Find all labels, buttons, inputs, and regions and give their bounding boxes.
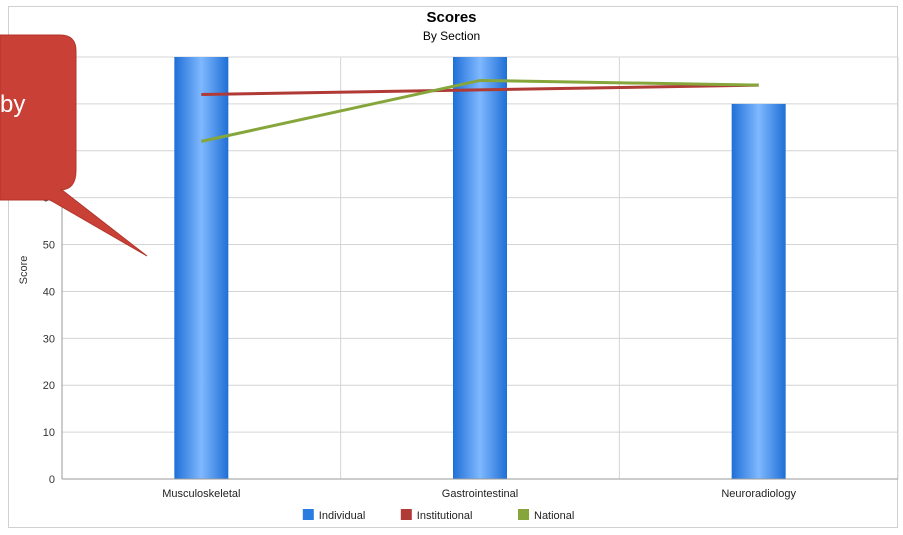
bars (174, 57, 786, 479)
lines (201, 78, 759, 143)
y-axis-label: Score (18, 256, 30, 285)
legend-swatch-national (518, 509, 529, 520)
y-tick-label: 30 (43, 333, 55, 345)
bar-individual (174, 57, 229, 479)
y-tick-label: 20 (43, 380, 55, 392)
y-tick-label: 10 (43, 427, 55, 439)
legend-swatch-individual (302, 509, 314, 520)
legend-label-national: National (534, 510, 574, 522)
y-tick-label: 50 (43, 240, 55, 252)
x-tick-label: Musculoskeletal (162, 488, 240, 500)
x-tick-label: Gastrointestinal (442, 488, 518, 500)
y-tick-label: 0 (49, 474, 55, 486)
line-institutional (201, 83, 759, 97)
legend-label-individual: Individual (319, 510, 365, 522)
legend: Individual Institutional National (302, 509, 574, 522)
legend-swatch-institutional (400, 509, 412, 520)
bar-individual (731, 103, 786, 479)
bar-individual (453, 57, 507, 479)
callout-bubble: by (0, 34, 148, 257)
callout-shape (0, 34, 148, 257)
y-tick-label: 40 (43, 286, 55, 298)
chart-title: Scores (426, 9, 477, 26)
x-tick-label: Neuroradiology (721, 488, 796, 500)
callout-text: by (0, 91, 25, 118)
legend-label-institutional: Institutional (417, 510, 473, 522)
chart-subtitle: By Section (422, 29, 481, 43)
line-national (201, 78, 759, 143)
